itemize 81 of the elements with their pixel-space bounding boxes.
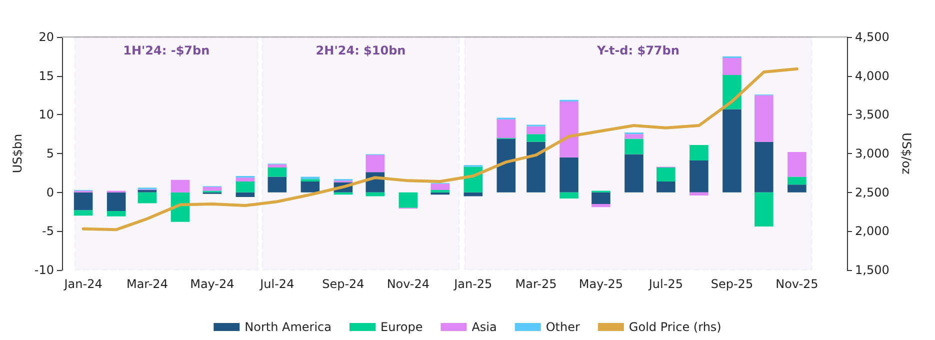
y-axis-title: US$bn: [10, 134, 24, 174]
bar: [754, 95, 774, 142]
y2-tick-label: 3,500: [855, 108, 890, 122]
bar: [236, 178, 255, 182]
x-tick-label: May-25: [578, 277, 624, 291]
y-tick-label: 10: [38, 108, 54, 122]
bar: [690, 192, 708, 196]
x-tick-label: Mar-24: [126, 277, 168, 291]
bar: [106, 210, 126, 216]
x-tick-label: Jul-24: [259, 277, 294, 291]
bar: [366, 155, 385, 172]
bar: [788, 184, 806, 192]
bar: [526, 134, 546, 142]
bar: [592, 192, 610, 204]
bar: [624, 134, 644, 139]
y-tick-label: -5: [42, 224, 54, 238]
x-tick-label: Sep-25: [710, 277, 754, 291]
bar: [560, 157, 578, 192]
y2-tick-label: 2,000: [855, 224, 890, 238]
band-label: 1H'24: -$7bn: [123, 43, 210, 58]
bar: [592, 204, 610, 208]
bar: [526, 142, 546, 192]
bar: [656, 167, 676, 182]
bar: [74, 210, 93, 216]
bar: [464, 192, 483, 196]
bar: [430, 184, 450, 190]
bar: [170, 180, 190, 192]
bar: [690, 160, 708, 192]
bar: [560, 101, 578, 158]
bar: [268, 164, 287, 168]
bar: [624, 154, 644, 192]
bar: [722, 109, 742, 192]
bar: [236, 192, 255, 197]
x-tick-label: Jul-25: [648, 277, 683, 291]
y-tick-label: -10: [34, 263, 54, 277]
y2-tick-label: 1,500: [855, 263, 890, 277]
band-label: 2H'24: $10bn: [316, 43, 406, 58]
bar: [690, 144, 708, 160]
x-tick-label: Nov-25: [776, 277, 818, 291]
y2-tick-label: 4,500: [855, 30, 890, 44]
y2-tick-label: 3,000: [855, 146, 890, 160]
bar: [788, 176, 806, 185]
bar: [754, 142, 774, 192]
bar: [268, 176, 287, 192]
legend-label: Europe: [380, 320, 423, 334]
bar: [300, 181, 320, 192]
bar: [496, 119, 516, 138]
y-tick-label: 5: [46, 146, 54, 160]
y-tick-label: 15: [38, 68, 54, 83]
bar: [236, 181, 255, 192]
bar: [202, 186, 222, 191]
x-tick-label: Jan-24: [63, 277, 102, 291]
y-tick-label: 0: [46, 185, 54, 200]
y2-tick-label: 2,500: [855, 185, 890, 200]
x-tick-label: Nov-24: [386, 277, 430, 291]
bar: [560, 192, 578, 199]
bar: [624, 138, 644, 154]
bar: [398, 192, 418, 208]
x-tick-label: Sep-24: [322, 277, 364, 291]
bar: [74, 192, 93, 210]
x-tick-label: Jan-25: [453, 277, 492, 291]
bar: [656, 181, 676, 192]
bar: [496, 138, 516, 192]
y-tick-label: 20: [38, 30, 54, 44]
bar: [722, 58, 742, 76]
legend-label: Asia: [472, 320, 497, 334]
bar: [268, 167, 287, 177]
x-tick-label: Mar-25: [515, 277, 557, 291]
bar: [788, 152, 806, 177]
legend-label: North America: [244, 320, 332, 334]
legend-label: Gold Price (rhs): [628, 320, 722, 334]
bar: [106, 192, 126, 211]
bar: [754, 192, 774, 227]
y2-tick-label: 4,000: [855, 68, 890, 83]
band-label: Y-t-d: $77bn: [596, 43, 680, 58]
legend-label: Other: [546, 320, 580, 334]
bar: [138, 192, 157, 204]
bar: [526, 126, 546, 134]
x-tick-label: May-24: [190, 277, 234, 291]
line-series: [82, 67, 798, 232]
y2-axis-title: US$/oz: [899, 132, 914, 174]
